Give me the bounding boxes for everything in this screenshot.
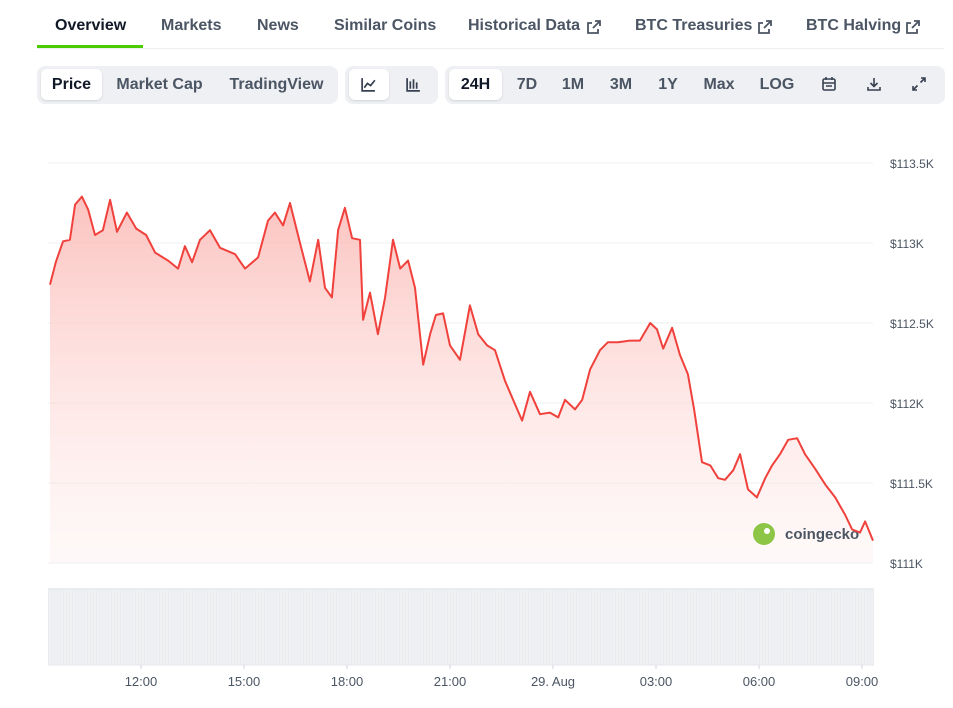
external-link-icon bbox=[587, 20, 601, 34]
download-icon[interactable] bbox=[866, 76, 882, 92]
y-tick-label: $111K bbox=[890, 557, 923, 571]
y-tick-label: $113K bbox=[890, 237, 924, 251]
y-tick-label: $113.5K bbox=[890, 157, 934, 171]
market-cap-button[interactable]: Market Cap bbox=[116, 76, 203, 93]
tab-divider bbox=[37, 48, 944, 49]
x-tick-label: 18:00 bbox=[331, 674, 364, 689]
x-tick-label: 03:00 bbox=[640, 674, 673, 689]
x-tick-label: 21:00 bbox=[434, 674, 467, 689]
range-button[interactable]: Max bbox=[703, 76, 735, 93]
external-link-icon bbox=[906, 20, 920, 34]
tab[interactable]: Historical Data bbox=[468, 17, 581, 34]
y-tick-label: $112.5K bbox=[890, 317, 934, 331]
x-tick-label: 06:00 bbox=[743, 674, 776, 689]
calendar-icon[interactable] bbox=[821, 76, 837, 92]
line-chart-icon bbox=[361, 78, 376, 92]
watermark-logo-eye bbox=[764, 528, 770, 534]
tradingview-button[interactable]: TradingView bbox=[229, 76, 324, 93]
price-button[interactable]: Price bbox=[41, 69, 102, 100]
y-tick-label: $111.5K bbox=[890, 477, 933, 491]
external-link-icon bbox=[758, 20, 772, 34]
expand-icon[interactable] bbox=[911, 76, 927, 92]
range-button[interactable]: 7D bbox=[516, 76, 538, 93]
range-button[interactable]: 3M bbox=[609, 76, 633, 93]
y-tick-label: $112K bbox=[890, 397, 924, 411]
active-tab-underline bbox=[37, 45, 143, 48]
watermark-text: coingecko bbox=[785, 526, 859, 543]
tab[interactable]: BTC Halving bbox=[806, 17, 902, 34]
range-button[interactable]: 1Y bbox=[658, 76, 678, 93]
tab[interactable]: Similar Coins bbox=[334, 17, 437, 34]
watermark: coingecko bbox=[753, 523, 859, 545]
x-tick-label: 12:00 bbox=[125, 674, 158, 689]
range-group bbox=[445, 66, 945, 104]
range-button[interactable]: 24H bbox=[449, 69, 502, 100]
x-tick-label: 15:00 bbox=[228, 674, 261, 689]
tab[interactable]: Markets bbox=[161, 17, 222, 34]
tab[interactable]: BTC Treasuries bbox=[635, 17, 753, 34]
candle-chart-icon[interactable] bbox=[405, 76, 422, 93]
tab[interactable]: News bbox=[257, 17, 299, 34]
price-line bbox=[49, 195, 874, 541]
range-button[interactable]: 1M bbox=[561, 76, 585, 93]
watermark-logo bbox=[753, 523, 775, 545]
price-area bbox=[50, 196, 873, 563]
volume-stripes bbox=[49, 590, 873, 665]
x-tick-label: 09:00 bbox=[846, 674, 879, 689]
tab[interactable]: Overview bbox=[55, 17, 127, 34]
log-button[interactable]: LOG bbox=[759, 76, 795, 93]
x-tick-label: 29. Aug bbox=[531, 674, 575, 689]
